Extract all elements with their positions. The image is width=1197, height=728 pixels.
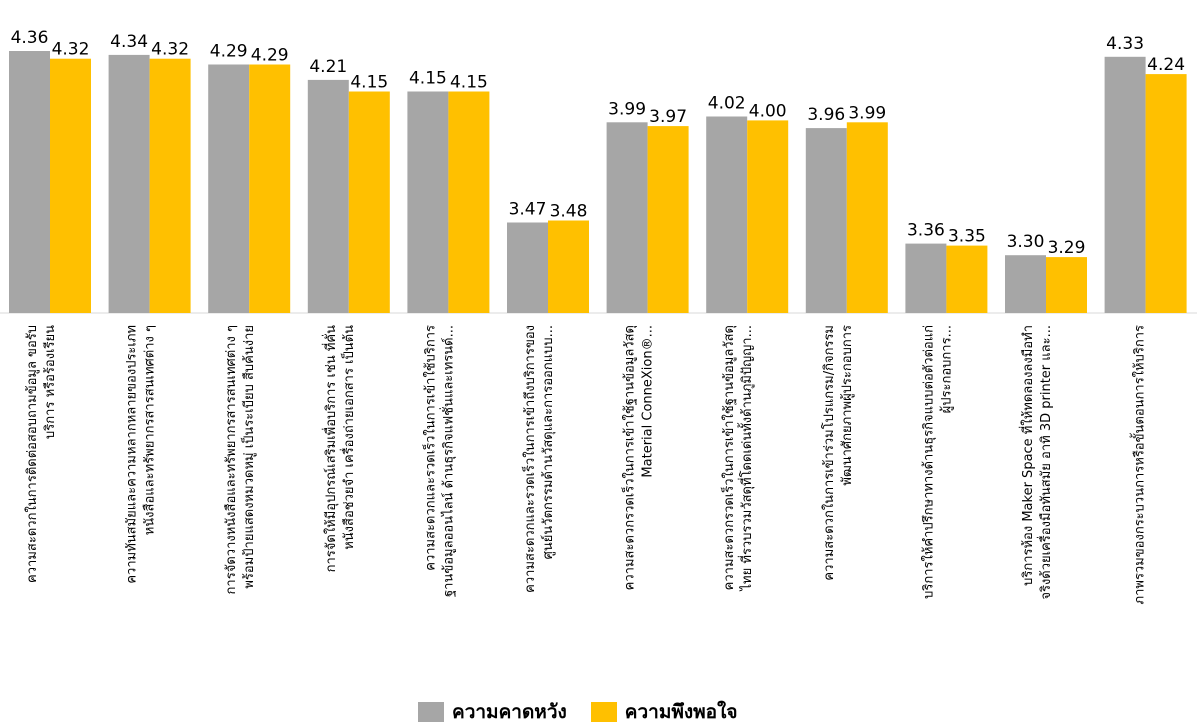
category-label-line: พัฒนาศักยภาพผู้ประกอบการ <box>840 325 855 486</box>
category-label-1: ความสะดวกในการติดต่อสอบถามข้อมูล ขอรับ บร… <box>24 325 58 583</box>
value-label-expectation-3: 4.29 <box>210 42 248 62</box>
bar-expectation-7 <box>606 122 648 313</box>
bar-satisfaction-12 <box>1145 74 1187 313</box>
value-label-expectation-7: 3.99 <box>608 99 646 119</box>
category-label-line: ฐานข้อมูลออนไลน์ ด้านธุรกิจแฟชั่นและเทรน… <box>439 325 456 597</box>
value-label-satisfaction-4: 4.15 <box>350 73 388 93</box>
bars-group <box>9 51 1187 314</box>
category-label-line: ศูนย์นวัตกรรมด้านวัสดุและการออกแบบ... <box>540 325 556 559</box>
category-label-8: ความสะดวกรวดเร็วในการเข้าใช้ฐานข้อมูลวัส… <box>719 325 755 591</box>
bar-satisfaction-2 <box>149 58 191 314</box>
bar-expectation-6 <box>507 222 548 313</box>
value-label-satisfaction-8: 4.00 <box>749 101 787 121</box>
bar-expectation-11 <box>1005 255 1046 313</box>
value-label-satisfaction-6: 3.48 <box>550 202 588 222</box>
category-label-line: ความสะดวกในการติดต่อสอบถามข้อมูล ขอรับ <box>24 325 40 583</box>
category-label-line: หนังสือและทรัพยากรสารสนเทศต่าง ๆ <box>142 325 158 535</box>
bar-expectation-10 <box>905 243 947 313</box>
value-label-satisfaction-5: 4.15 <box>450 73 488 93</box>
category-label-line: Material ConneXion®... <box>641 325 656 478</box>
legend-swatch-expectation <box>418 702 444 722</box>
value-labels-group: 4.364.32 4.34 4.32 4.29 4.294.214.15 4.15 4.15… <box>11 28 1185 258</box>
bar-satisfaction-1 <box>50 58 91 314</box>
value-label-satisfaction-10: 3.35 <box>948 227 986 247</box>
category-label-line: ความสะดวกและรวดเร็วในการเข้าถึงบริการของ <box>520 325 538 593</box>
bar-expectation-1 <box>9 51 50 313</box>
category-label-6: ความสะดวกและรวดเร็วในการเข้าถึงบริการของ… <box>520 325 556 593</box>
legend: ความคาดหวัง ความพึงพอใจ <box>418 699 738 725</box>
category-label-line: หนังสือช่วยจำ เครื่องถ่ายเอกสาร เป็นต้น <box>339 325 357 550</box>
category-label-line: การจัดวางหนังสือและทรัพยากรสารสนเทศต่าง … <box>223 325 239 594</box>
value-label-expectation-10: 3.36 <box>907 221 945 241</box>
legend-label-expectation: ความคาดหวัง <box>452 701 567 723</box>
category-label-line: ผู้ประกอบการ... <box>939 325 954 413</box>
bar-satisfaction-3 <box>249 64 291 313</box>
category-label-line: ความสะดวกรวดเร็วในการเข้าใช้ฐานข้อมูลวัส… <box>620 325 638 590</box>
bar-satisfaction-9 <box>846 122 888 313</box>
bar-expectation-4 <box>307 79 349 314</box>
bar-expectation-5 <box>407 91 449 313</box>
category-label-line: ไทย ที่รวบรวมวัสดุที่โดดเด่นทั้งด้านภูมิ… <box>737 325 755 591</box>
legend-label-satisfaction: ความพึงพอใจ <box>624 701 738 723</box>
legend-item-satisfaction: ความพึงพอใจ <box>590 697 738 727</box>
category-label-line: บริการ หรือร้องเรียน <box>42 325 58 439</box>
value-label-expectation-1: 4.36 <box>11 28 49 48</box>
category-label-4: การจัดให้มีอุปกรณ์เสริมเพื่อบริการ เช่น … <box>322 325 357 572</box>
bar-expectation-8 <box>706 116 748 313</box>
bar-satisfaction-10 <box>946 245 988 313</box>
bar-satisfaction-7 <box>647 126 689 313</box>
value-label-satisfaction-7: 3.97 <box>649 107 687 127</box>
value-label-expectation-4: 4.21 <box>309 57 347 77</box>
category-label-line: ความสะดวกและรวดเร็วในการเข้าใช้บริการ <box>420 325 438 571</box>
category-labels-group: ความสะดวกในการติดต่อสอบถามข้อมูล ขอรับ บร… <box>24 325 1148 605</box>
category-label-line: ความทันสมัยและความหลากหลายของประเภท <box>125 325 140 584</box>
category-label-line: ภาพรวมของกระบวนการหรือขั้นตอนการให้บริกา… <box>1130 325 1148 605</box>
bar-satisfaction-5 <box>448 91 490 313</box>
value-label-satisfaction-12: 4.24 <box>1147 55 1185 75</box>
category-label-5: ความสะดวกและรวดเร็วในการเข้าใช้บริการ ฐาน… <box>420 325 456 597</box>
category-label-line: พร้อมป้ายแสดงหมวดหมู่ เป็นระเบียบ สืบค้น… <box>239 325 257 589</box>
bar-expectation-12 <box>1104 56 1146 314</box>
category-label-3: การจัดวางหนังสือและทรัพยากรสารสนเทศต่าง … <box>223 325 257 594</box>
bar-expectation-9 <box>805 128 847 313</box>
bar-chart: 4.364.32 4.34 4.32 4.29 4.294.214.15 4.15 4.15… <box>0 28 1197 605</box>
bar-satisfaction-11 <box>1046 257 1087 313</box>
category-label-10: บริการให้คำปรึกษาทางด้านธุรกิจแบบต่อตัวต… <box>920 325 954 599</box>
value-label-satisfaction-2: 4.32 <box>151 40 189 60</box>
value-label-satisfaction-1: 4.32 <box>52 40 90 60</box>
value-label-satisfaction-3: 4.29 <box>251 46 289 66</box>
value-label-expectation-5: 4.15 <box>409 69 447 89</box>
category-label-2: ความทันสมัยและความหลากหลายของประเภท หนังส… <box>125 325 158 584</box>
bar-expectation-2 <box>108 54 150 314</box>
value-label-expectation-6: 3.47 <box>509 200 547 220</box>
value-label-expectation-12: 4.33 <box>1106 34 1144 54</box>
category-label-line: การจัดให้มีอุปกรณ์เสริมเพื่อบริการ เช่น … <box>322 325 339 572</box>
value-label-expectation-8: 4.02 <box>708 94 746 114</box>
value-label-expectation-11: 3.30 <box>1007 232 1045 252</box>
category-label-7: ความสะดวกรวดเร็วในการเข้าใช้ฐานข้อมูลวัส… <box>620 325 656 590</box>
category-label-line: บริการให้คำปรึกษาทางด้านธุรกิจแบบต่อตัวต… <box>920 325 936 599</box>
category-label-line: บริการห้อง Maker Space ที่ให้ทดลองลงมือท… <box>1019 325 1036 586</box>
category-label-line: ความสะดวกรวดเร็วในการเข้าใช้ฐานข้อมูลวัส… <box>719 325 737 590</box>
value-label-satisfaction-9: 3.99 <box>848 103 886 123</box>
bar-expectation-3 <box>208 64 250 313</box>
category-label-9: ความสะดวกในการเข้าร่วมโปรแกรม/กิจกรรม พัฒ… <box>821 325 855 581</box>
legend-swatch-satisfaction <box>590 702 617 722</box>
legend-item-expectation: ความคาดหวัง <box>418 697 567 727</box>
category-label-12: ภาพรวมของกระบวนการหรือขั้นตอนการให้บริกา… <box>1130 325 1148 605</box>
category-label-11: บริการห้อง Maker Space ที่ให้ทดลองลงมือท… <box>1019 325 1054 600</box>
bar-satisfaction-8 <box>747 120 789 314</box>
bar-satisfaction-4 <box>348 91 390 313</box>
category-label-line: จริงด้วยเครื่องมือทันสมัย อาทิ 3D printe… <box>1037 325 1054 600</box>
value-label-expectation-9: 3.96 <box>807 105 845 125</box>
category-label-line: ความสะดวกในการเข้าร่วมโปรแกรม/กิจกรรม <box>821 325 837 581</box>
value-label-satisfaction-11: 3.29 <box>1048 238 1086 258</box>
bar-satisfaction-6 <box>548 220 589 313</box>
value-label-expectation-2: 4.34 <box>110 32 148 52</box>
